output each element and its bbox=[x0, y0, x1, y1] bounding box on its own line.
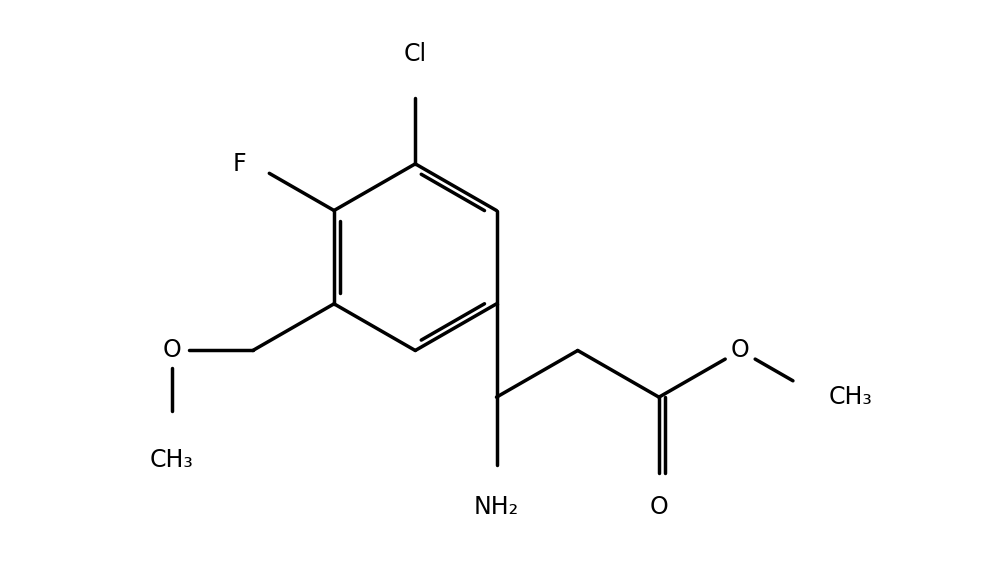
Text: Cl: Cl bbox=[404, 42, 427, 66]
Text: CH₃: CH₃ bbox=[150, 448, 194, 472]
Text: O: O bbox=[649, 495, 668, 519]
Text: O: O bbox=[731, 338, 750, 362]
Text: NH₂: NH₂ bbox=[474, 495, 519, 519]
Text: O: O bbox=[162, 338, 181, 362]
Text: F: F bbox=[232, 152, 246, 176]
Text: CH₃: CH₃ bbox=[828, 385, 872, 409]
